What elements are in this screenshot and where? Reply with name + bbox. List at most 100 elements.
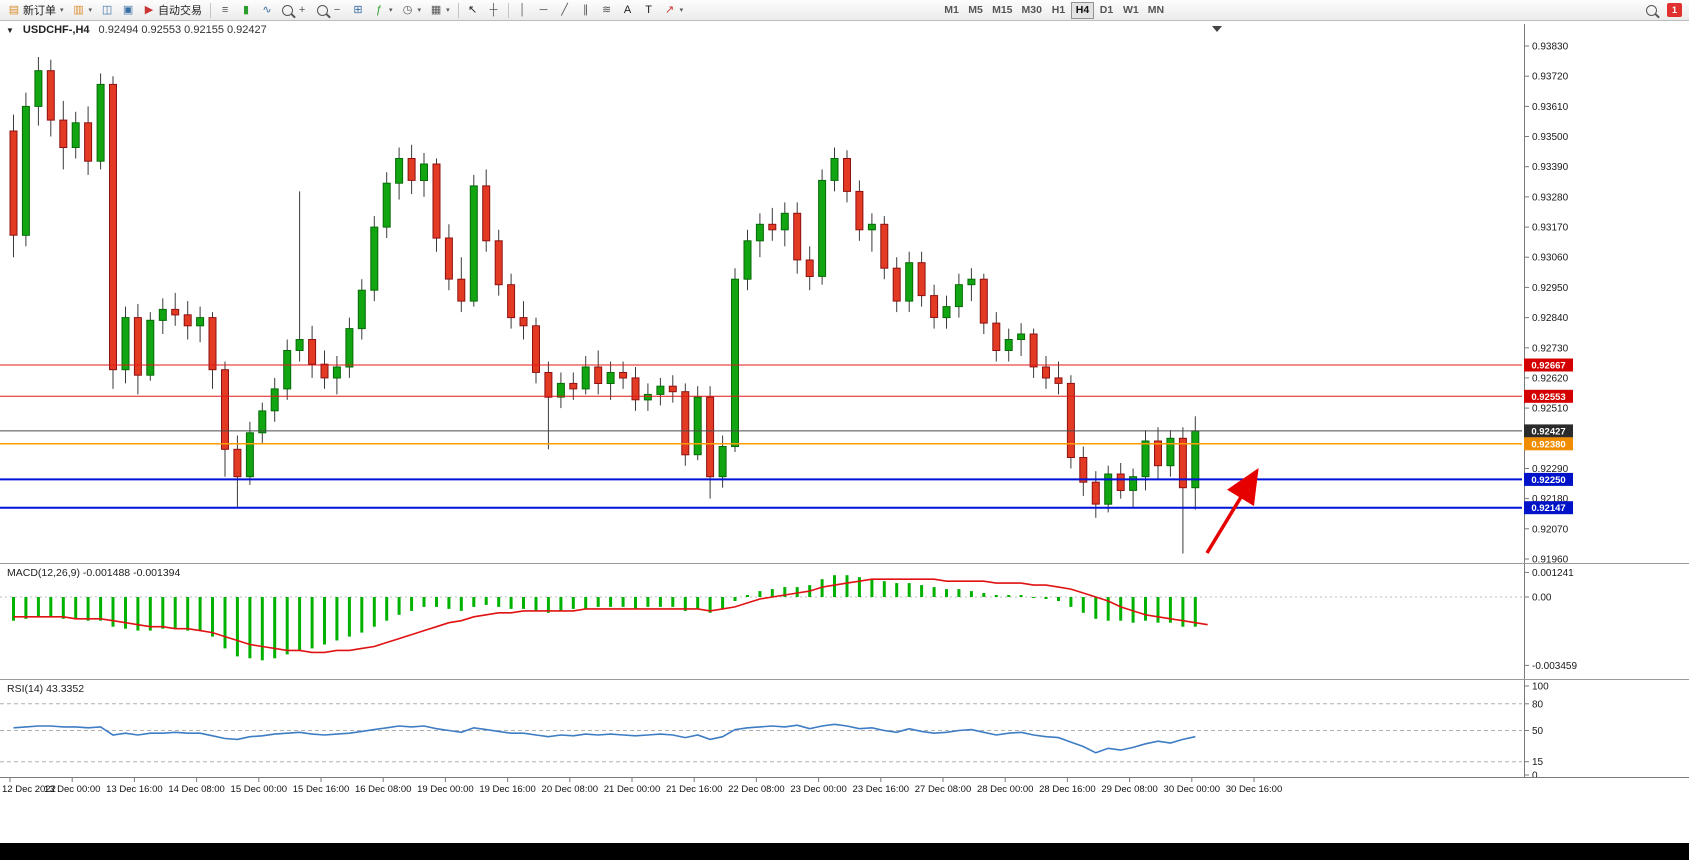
svg-text:0.92380: 0.92380 xyxy=(1531,439,1565,450)
zoom-in-icon xyxy=(282,4,294,16)
svg-text:0.93830: 0.93830 xyxy=(1532,42,1569,53)
indicators-icon: ƒ xyxy=(375,3,383,16)
svg-text:30 Dec 00:00: 30 Dec 00:00 xyxy=(1164,784,1221,795)
zoom-out-icon xyxy=(317,4,329,16)
line-chart-icon: ∿ xyxy=(262,3,272,16)
svg-text:0.91960: 0.91960 xyxy=(1532,555,1569,564)
chart-menu-dropdown-icon[interactable]: ▼ xyxy=(6,25,14,35)
horizontal-line-icon: ─ xyxy=(539,3,548,16)
chevron-down-icon: ▾ xyxy=(389,7,393,14)
profiles-button[interactable]: ◫ xyxy=(97,1,117,19)
rsi-label: RSI(14) 43.3352 xyxy=(7,683,85,695)
new-order-icon: ▤ xyxy=(8,3,20,16)
main-price-chart[interactable]: 0.93830 0.93720 0.93610 0.93500 0.93390 0.932… xyxy=(0,21,1689,563)
bar-chart-mode-button[interactable]: ≡ xyxy=(215,1,235,19)
periods-button[interactable]: ◷ ▾ xyxy=(398,1,426,19)
chevron-down-icon: ▾ xyxy=(417,7,422,14)
timeframe-M15[interactable]: M15 xyxy=(988,2,1016,19)
timeframe-MN[interactable]: MN xyxy=(1144,2,1168,19)
text-tool-button[interactable]: A xyxy=(618,1,638,19)
macd-label: MACD(12,26,9) -0.001488 -0.001394 xyxy=(7,567,181,579)
toolbar: ▤ 新订单 ▾ ▥ ▾ ◫ ▣ ▶ 自动交易 ≡ ▮ ∿ + xyxy=(0,0,1689,21)
svg-text:0.00: 0.00 xyxy=(1532,593,1552,604)
fibonacci-tool-button[interactable]: ≋ xyxy=(597,1,617,19)
channel-icon: ∥ xyxy=(582,3,589,16)
svg-text:29 Dec 08:00: 29 Dec 08:00 xyxy=(1101,784,1158,795)
timeframe-M30[interactable]: M30 xyxy=(1018,2,1046,19)
svg-text:0.93170: 0.93170 xyxy=(1532,223,1569,234)
zoom-in-button[interactable]: + xyxy=(278,1,312,19)
templates-button[interactable]: ▦ ▾ xyxy=(426,1,454,19)
chevron-down-icon: ▾ xyxy=(679,7,684,14)
symbol-period-label: USDCHF-,H4 xyxy=(22,24,90,36)
bar-chart-icon: ≡ xyxy=(221,3,229,16)
svg-text:0.92510: 0.92510 xyxy=(1532,404,1569,415)
toolbar-right-group: 1 xyxy=(1642,1,1685,19)
svg-text:14 Dec 08:00: 14 Dec 08:00 xyxy=(168,784,225,795)
chart-title: ▼ USDCHF-,H4 0.92494 0.92553 0.92155 0.9… xyxy=(6,24,267,36)
svg-text:0.93280: 0.93280 xyxy=(1532,192,1569,203)
template-icon: ▦ xyxy=(430,3,442,16)
text-icon: A xyxy=(623,3,632,16)
arrows-tool-button[interactable]: ↗ ▾ xyxy=(660,1,688,19)
text-label-tool-button[interactable]: T xyxy=(639,1,659,19)
trendline-icon: ╱ xyxy=(561,3,568,16)
ohlc-values: 0.92494 0.92553 0.92155 0.92427 xyxy=(98,24,267,36)
svg-text:20 Dec 08:00: 20 Dec 08:00 xyxy=(542,784,599,795)
tile-windows-button[interactable]: ⊞ xyxy=(348,1,368,19)
rsi-indicator-panel[interactable]: 100 80 50 15 0 xyxy=(0,679,1689,777)
horizontal-line-tool-button[interactable]: ─ xyxy=(534,1,554,19)
search-button[interactable] xyxy=(1642,1,1661,19)
svg-text:21 Dec 16:00: 21 Dec 16:00 xyxy=(666,784,723,795)
svg-text:50: 50 xyxy=(1532,726,1544,737)
toolbar-separator xyxy=(210,2,212,18)
timeframe-H1[interactable]: H1 xyxy=(1047,2,1070,19)
timeframe-H4[interactable]: H4 xyxy=(1070,1,1094,19)
svg-text:13 Dec 16:00: 13 Dec 16:00 xyxy=(106,784,163,795)
cursor-tool-button[interactable]: ↖ xyxy=(463,1,483,19)
chart-icon: ▥ xyxy=(73,3,84,16)
crosshair-tool-button[interactable]: ┼ xyxy=(484,1,504,19)
indicators-button[interactable]: ƒ ▾ xyxy=(369,1,397,19)
terminal-window-button[interactable]: ▣ xyxy=(118,1,138,19)
zoom-out-button[interactable]: − xyxy=(313,1,347,19)
line-chart-mode-button[interactable]: ∿ xyxy=(257,1,277,19)
svg-text:0.93390: 0.93390 xyxy=(1532,162,1569,173)
svg-text:12 Dec 2022: 12 Dec 2022 xyxy=(2,784,56,795)
timeframe-group: M1 M5 M15 M30 H1 H4 D1 W1 MN xyxy=(940,1,1168,19)
channel-tool-button[interactable]: ∥ xyxy=(576,1,596,19)
svg-text:0.001241: 0.001241 xyxy=(1532,568,1574,579)
svg-text:15 Dec 00:00: 15 Dec 00:00 xyxy=(231,784,288,795)
fibonacci-icon: ≋ xyxy=(601,3,612,16)
macd-indicator-panel[interactable]: 0.001241 0.00 -0.003459 xyxy=(0,563,1689,679)
timeframe-M1[interactable]: M1 xyxy=(940,2,963,19)
arrow-tool-icon: ↗ xyxy=(664,3,675,16)
svg-text:15 Dec 16:00: 15 Dec 16:00 xyxy=(293,784,350,795)
chart-window: 0.93830 0.93720 0.93610 0.93500 0.93390 0.932… xyxy=(0,21,1689,843)
svg-text:28 Dec 00:00: 28 Dec 00:00 xyxy=(977,784,1034,795)
svg-text:19 Dec 16:00: 19 Dec 16:00 xyxy=(479,784,536,795)
timeframe-M5[interactable]: M5 xyxy=(964,2,987,19)
svg-text:0.92427: 0.92427 xyxy=(1531,426,1565,437)
timeframe-W1[interactable]: W1 xyxy=(1119,2,1143,19)
chevron-down-icon: ▾ xyxy=(88,7,93,14)
text-label-icon: T xyxy=(645,3,652,16)
new-order-button[interactable]: ▤ 新订单 ▾ xyxy=(4,1,68,19)
clock-icon: ◷ xyxy=(402,3,413,16)
svg-text:0.92553: 0.92553 xyxy=(1531,392,1565,403)
svg-text:0.92070: 0.92070 xyxy=(1532,524,1569,535)
chevron-down-icon: ▾ xyxy=(60,7,64,14)
new-chart-button[interactable]: ▥ ▾ xyxy=(69,1,97,19)
new-order-label: 新订单 xyxy=(23,5,56,17)
auto-trading-button[interactable]: ▶ 自动交易 xyxy=(139,1,206,19)
candlestick-icon: ▮ xyxy=(243,3,250,16)
crosshair-icon: ┼ xyxy=(489,3,498,16)
vertical-line-tool-button[interactable]: │ xyxy=(513,1,533,19)
trendline-tool-button[interactable]: ╱ xyxy=(555,1,575,19)
toolbar-separator xyxy=(457,2,459,18)
candlestick-mode-button[interactable]: ▮ xyxy=(236,1,256,19)
notification-badge[interactable]: 1 xyxy=(1667,3,1682,17)
timeframe-D1[interactable]: D1 xyxy=(1095,2,1118,19)
